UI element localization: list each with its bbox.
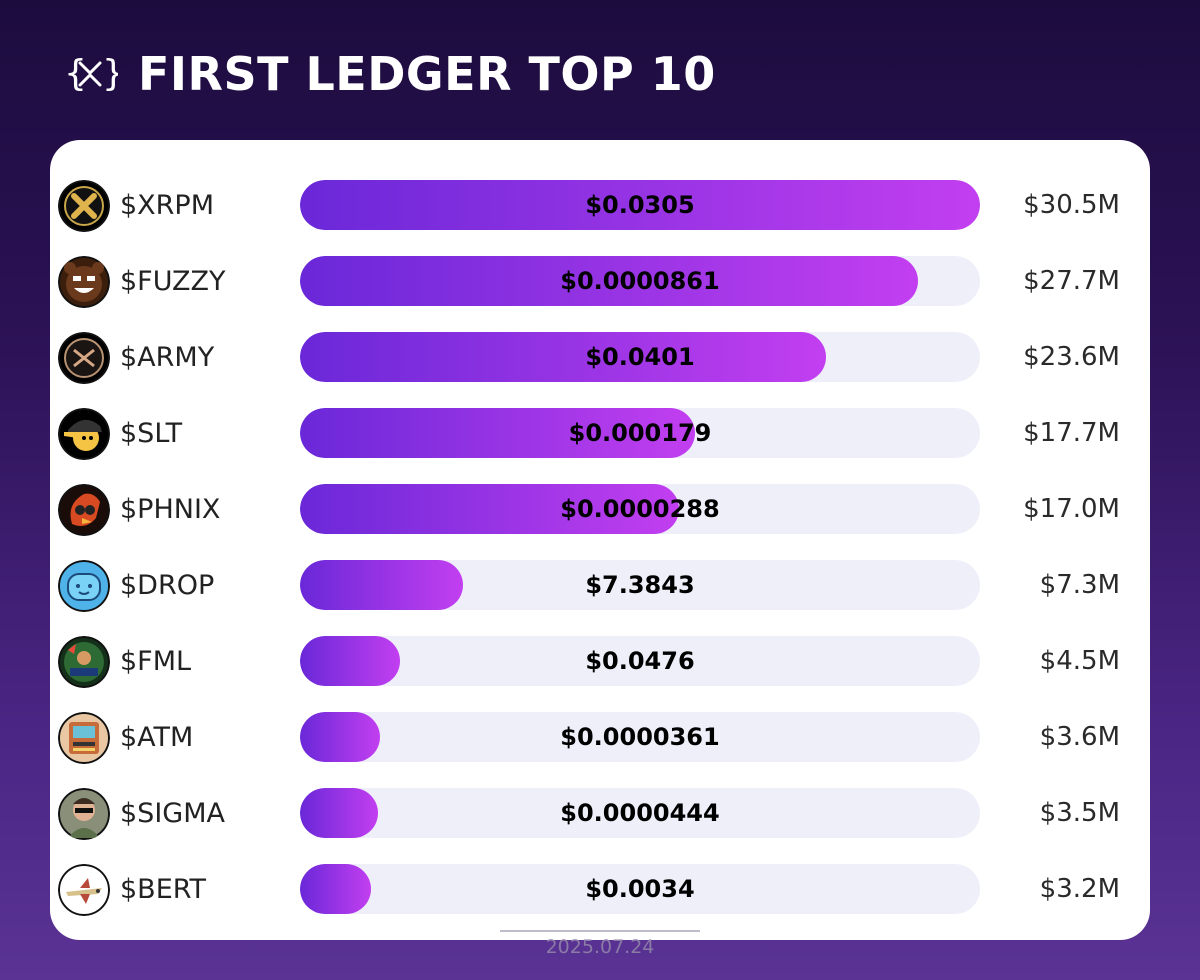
bar — [300, 864, 372, 914]
category-label: $DROP — [120, 570, 215, 601]
xrp-logo-icon: { } — [62, 48, 118, 100]
bar-row: $SIGMA $0.0000444 $3.5M — [50, 788, 1150, 840]
slt-cap-face-icon — [58, 408, 110, 460]
army-token-icon — [58, 332, 110, 384]
value-label: $7.3M — [1039, 570, 1120, 600]
value-label: $17.7M — [1023, 418, 1120, 448]
value-label: $4.5M — [1039, 646, 1120, 676]
category-label: $SLT — [120, 418, 183, 449]
bar-price-label: $0.0000361 — [560, 723, 720, 751]
atm-machine-icon — [58, 712, 110, 764]
bar — [300, 256, 918, 306]
bar — [300, 560, 463, 610]
bar-track: $0.0000288 — [300, 484, 980, 534]
value-label: $3.2M — [1039, 874, 1120, 904]
bar — [300, 484, 680, 534]
svg-text:{: { — [64, 53, 87, 94]
bar-price-label: $0.0401 — [585, 343, 695, 371]
fml-florida-man-icon — [58, 636, 110, 688]
category-label: $BERT — [120, 874, 207, 905]
bar-price-label: $0.0476 — [585, 647, 695, 675]
value-label: $23.6M — [1023, 342, 1120, 372]
bert-plane-icon — [58, 864, 110, 916]
category-label: $FML — [120, 646, 192, 677]
bar — [300, 712, 381, 762]
phnix-bird-icon — [58, 484, 110, 536]
value-label: $30.5M — [1023, 190, 1120, 220]
bar-row: $DROP $7.3843 $7.3M — [50, 560, 1150, 612]
page-title: FIRST LEDGER TOP 10 — [138, 47, 716, 101]
bar-track: $0.0000361 — [300, 712, 980, 762]
bar-row: $ATM $0.0000361 $3.6M — [50, 712, 1150, 764]
drop-cloud-icon — [58, 560, 110, 612]
chart-card: $XRPM $0.0305 $30.5M $FUZZY $0.0000861 $27.7M… — [50, 140, 1150, 940]
bar — [300, 636, 401, 686]
bar — [300, 180, 980, 230]
bar-price-label: $0.0000444 — [560, 799, 720, 827]
bar-row: $ARMY $0.0401 $23.6M — [50, 332, 1150, 384]
bar-track: $0.0305 — [300, 180, 980, 230]
bar-track: $7.3843 — [300, 560, 980, 610]
bar-price-label: $7.3843 — [585, 571, 695, 599]
bar-row: $XRPM $0.0305 $30.5M — [50, 180, 1150, 232]
bar-track: $0.0476 — [300, 636, 980, 686]
value-label: $3.5M — [1039, 798, 1120, 828]
bar-track: $0.0401 — [300, 332, 980, 382]
svg-text:}: } — [102, 53, 118, 94]
sigma-man-icon — [58, 788, 110, 840]
category-label: $XRPM — [120, 190, 215, 221]
category-label: $PHNIX — [120, 494, 221, 525]
bar-row: $BERT $0.0034 $3.2M — [50, 864, 1150, 916]
bar — [300, 332, 827, 382]
bar-price-label: $0.0305 — [585, 191, 695, 219]
bar-price-label: $0.0000861 — [560, 267, 720, 295]
fuzzy-bear-icon — [58, 256, 110, 308]
bar-row: $SLT $0.000179 $17.7M — [50, 408, 1150, 460]
value-label: $17.0M — [1023, 494, 1120, 524]
category-label: $ARMY — [120, 342, 215, 373]
bar-track: $0.000179 — [300, 408, 980, 458]
bar-price-label: $0.0000288 — [560, 495, 720, 523]
bar — [300, 788, 379, 838]
value-label: $27.7M — [1023, 266, 1120, 296]
bar-row: $PHNIX $0.0000288 $17.0M — [50, 484, 1150, 536]
bar-track: $0.0000444 — [300, 788, 980, 838]
category-label: $SIGMA — [120, 798, 225, 829]
bar-price-label: $0.0034 — [585, 875, 695, 903]
header: { } FIRST LEDGER TOP 10 — [62, 44, 716, 104]
bar-row: $FML $0.0476 $4.5M — [50, 636, 1150, 688]
bar-track: $0.0034 — [300, 864, 980, 914]
value-label: $3.6M — [1039, 722, 1120, 752]
category-label: $ATM — [120, 722, 194, 753]
footer-divider — [500, 930, 700, 932]
bar-row: $FUZZY $0.0000861 $27.7M — [50, 256, 1150, 308]
bar — [300, 408, 695, 458]
xrpm-token-icon — [58, 180, 110, 232]
footer-date: 2025.07.24 — [545, 936, 655, 958]
category-label: $FUZZY — [120, 266, 226, 297]
bar-track: $0.0000861 — [300, 256, 980, 306]
bar-price-label: $0.000179 — [568, 419, 712, 447]
